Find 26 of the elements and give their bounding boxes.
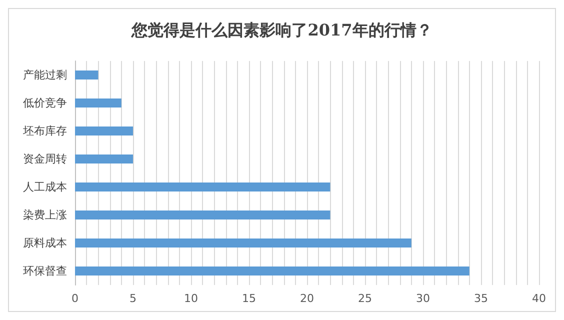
- bar: [75, 238, 412, 248]
- y-tick-label: 资金周转: [23, 152, 67, 166]
- x-tick-label: 30: [416, 292, 430, 305]
- bar: [75, 154, 133, 164]
- bar: [75, 182, 330, 192]
- chart-title: 您觉得是什么因素影响了2017年的行情？: [130, 20, 432, 40]
- y-tick-label: 环保督查: [23, 264, 67, 278]
- y-tick-label: 染费上涨: [23, 208, 67, 222]
- x-tick-label: 20: [300, 292, 314, 305]
- x-tick-label: 40: [532, 292, 546, 305]
- x-tick-label: 15: [242, 292, 256, 305]
- y-tick-label: 产能过剩: [23, 68, 67, 82]
- bar: [75, 70, 98, 80]
- y-tick-label: 低价竞争: [23, 96, 67, 110]
- x-tick-label: 25: [358, 292, 372, 305]
- x-tick-label: 10: [184, 292, 198, 305]
- x-tick-label: 0: [72, 292, 78, 305]
- y-tick-label: 坯布库存: [22, 124, 67, 138]
- bar: [75, 126, 133, 136]
- bar: [75, 98, 122, 108]
- bar: [75, 266, 470, 276]
- y-tick-label: 人工成本: [23, 180, 67, 194]
- x-tick-label: 35: [474, 292, 488, 305]
- y-tick-label: 原料成本: [23, 236, 67, 250]
- x-tick-label: 5: [130, 292, 136, 305]
- bar: [75, 210, 330, 220]
